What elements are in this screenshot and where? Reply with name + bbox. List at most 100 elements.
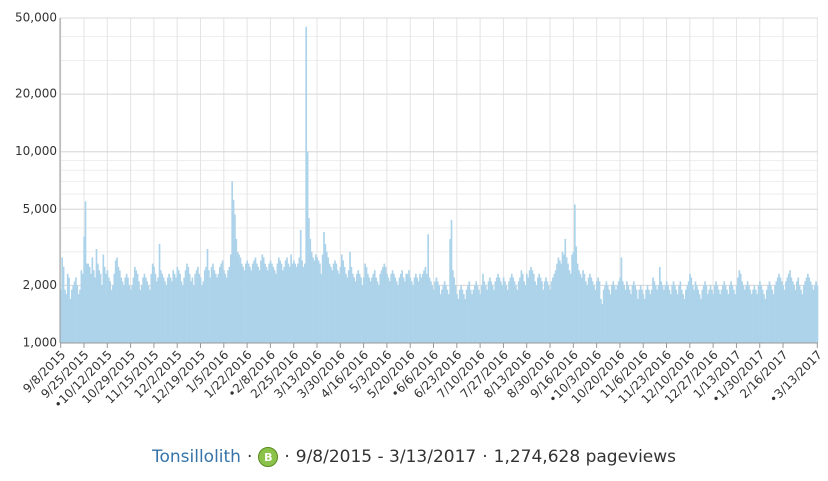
bar (431, 285, 434, 343)
bar (153, 266, 155, 343)
bar (328, 263, 331, 343)
bar (598, 281, 601, 343)
bar (756, 294, 758, 343)
bar (696, 285, 698, 343)
bar (213, 270, 216, 343)
bar (198, 273, 201, 343)
bar (569, 273, 572, 343)
bar (257, 266, 260, 343)
bar (66, 273, 69, 343)
bar (664, 285, 667, 343)
bar (672, 281, 675, 343)
bar (739, 273, 742, 343)
bar (261, 254, 264, 343)
bar (243, 270, 246, 343)
bar (754, 289, 757, 343)
bar (701, 289, 704, 343)
bar (376, 281, 379, 343)
bar (121, 281, 124, 343)
bar (284, 260, 287, 343)
bar (242, 266, 244, 343)
bar (667, 285, 669, 343)
bar (140, 285, 143, 343)
bar (737, 277, 739, 343)
bar (489, 277, 491, 343)
bar (700, 298, 702, 343)
bar (313, 260, 316, 343)
bar (419, 273, 421, 343)
bar (202, 281, 205, 343)
bar (75, 277, 77, 343)
bar (280, 263, 283, 343)
bar (702, 285, 705, 343)
bar (454, 285, 457, 343)
article-link[interactable]: Tonsillolith (151, 447, 241, 467)
bar (397, 285, 399, 343)
bar (439, 294, 442, 343)
bar (298, 257, 301, 343)
bar (325, 251, 328, 343)
bar (501, 285, 504, 343)
bar (179, 273, 181, 343)
bar (340, 254, 343, 343)
bar (234, 214, 236, 343)
bar (660, 281, 663, 343)
bar (349, 251, 351, 343)
bar (239, 257, 242, 343)
bar (160, 270, 162, 343)
bar (427, 234, 430, 343)
bar (483, 281, 486, 343)
bar (438, 285, 440, 343)
bar (704, 281, 706, 343)
bar (180, 281, 183, 343)
bar (205, 266, 207, 343)
bar (65, 294, 68, 343)
bar (743, 289, 746, 343)
bar (339, 266, 342, 343)
bar (680, 289, 683, 343)
bar (490, 281, 493, 343)
bar (168, 273, 170, 343)
bar (543, 281, 546, 343)
bar (394, 277, 397, 343)
bar (595, 281, 598, 343)
bar (114, 260, 117, 343)
bar (408, 270, 410, 343)
bar (240, 263, 243, 343)
bar (576, 263, 579, 343)
bar (136, 273, 139, 343)
bar (316, 257, 318, 343)
bar (428, 277, 431, 343)
bar (343, 266, 346, 343)
bar (728, 285, 731, 343)
bar (706, 294, 709, 343)
bar (424, 266, 427, 343)
bar (542, 289, 545, 343)
bar (271, 263, 273, 343)
bar (727, 294, 730, 343)
bar (528, 270, 531, 343)
bar (404, 281, 406, 343)
bar (441, 289, 443, 343)
bar (517, 281, 520, 343)
bar (97, 263, 99, 343)
bar (556, 263, 558, 343)
bar (697, 289, 700, 343)
bar (584, 281, 587, 343)
bar (362, 277, 365, 343)
bar (722, 285, 724, 343)
bar (81, 273, 84, 343)
bar (236, 251, 239, 343)
bar (449, 238, 451, 343)
bar (786, 277, 789, 343)
bar (787, 273, 790, 343)
bar (209, 277, 212, 343)
bar (691, 285, 694, 343)
bar (227, 270, 229, 343)
badge: B (258, 447, 279, 467)
bar (720, 289, 723, 343)
bar (372, 273, 375, 343)
bar (613, 285, 616, 343)
bar (771, 289, 774, 343)
bar (229, 254, 232, 343)
